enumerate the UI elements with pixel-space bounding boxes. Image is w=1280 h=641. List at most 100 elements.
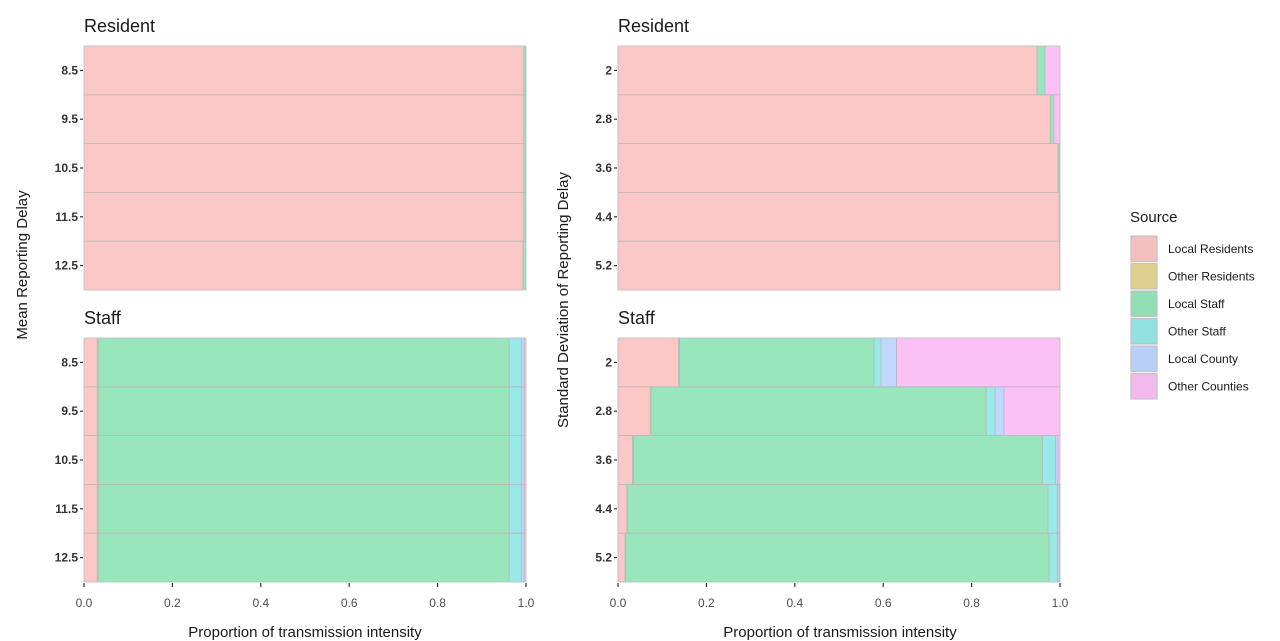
y-tick-label: 2.8 [595,404,612,418]
bar-segment-local-residents [617,94,1051,145]
bar-segment-local-staff [626,483,1049,534]
legend-label: Local Residents [1168,242,1253,256]
panel-title: Resident [618,16,689,36]
legend-title: Source [1130,209,1178,226]
y-tick-label: 5.2 [595,259,612,273]
panel-1: Resident 8.5 9.5 10.5 11.5 12.5 [55,16,527,291]
bar-segment-local-residents [83,386,98,436]
bar-segment-other-staff [1041,435,1056,485]
bar-segment-other-staff [508,532,522,583]
y-tick-label: 8.5 [61,63,78,77]
y-tick-label: 5.2 [595,551,612,565]
bar-segment-local-residents [617,337,679,388]
x-tick-label: 0.0 [610,596,627,610]
x-tick-label: 1.0 [518,596,535,610]
bar-segment-local-residents [617,435,633,485]
legend-label: Local County [1168,352,1238,366]
bar-segment-local-staff [97,435,510,485]
legend-swatch [1130,318,1158,345]
y-tick-label: 4.4 [595,210,612,224]
legend-item-other-staff: Other Staff [1130,317,1226,345]
bar-segment-other-staff [1048,532,1058,583]
left-x-axis-title: Proportion of transmission intensity [188,624,422,641]
bar-segment-local-residents [83,94,525,145]
bar-segment-local-staff [97,483,510,534]
bar-segment-local-staff [97,337,510,388]
x-tick-label: 0.8 [429,596,446,610]
bar-segment-local-staff [633,435,1043,485]
panel-title: Resident [84,16,155,36]
legend-label: Other Staff [1168,325,1226,339]
right-x-axis-title: Proportion of transmission intensity [723,624,957,641]
left-y-axis-title: Mean Reporting Delay [14,190,31,340]
bar-segment-local-county [994,386,1005,436]
legend-label: Other Residents [1168,270,1255,284]
bar-segment-other-staff [1047,483,1058,534]
legend-key-background [1130,262,1158,290]
bar-segment-other-staff [508,386,522,436]
y-tick-label: 4.4 [595,502,612,516]
panel-title: Staff [84,308,122,328]
bar-segment-local-staff [679,337,875,388]
bar-segment-local-staff [522,240,527,291]
x-tick-label: 0.6 [341,596,358,610]
y-tick-label: 9.5 [61,112,78,126]
bar-segment-local-residents [617,386,651,436]
bar-segment-local-residents [617,483,628,534]
y-tick-label: 2 [605,355,612,369]
source-legend: Source Local Residents Other Residents Loc… [1130,209,1255,400]
legend-item-other-counties: Other Counties [1130,372,1249,400]
legend-label: Other Counties [1168,380,1249,394]
y-tick-label: 10.5 [55,161,79,175]
bar-segment-local-residents [617,240,1060,291]
bar-segment-local-staff [1036,45,1046,96]
bar-segment-other-counties [1044,45,1061,96]
bar-segment-other-staff [508,337,522,388]
legend-swatch [1130,263,1158,290]
bar-segment-other-counties [523,435,527,485]
bar-segment-local-residents [83,240,524,291]
bar-segment-local-staff [97,386,510,436]
legend-item-other-residents: Other Residents [1130,262,1255,290]
y-tick-label: 3.6 [595,453,612,467]
bar-segment-other-staff [508,435,522,485]
x-tick-label: 1.0 [1052,596,1069,610]
legend-swatch [1130,345,1158,372]
bar-segment-other-counties [1058,483,1061,534]
y-tick-label: 12.5 [55,259,79,273]
bar-segment-local-staff [97,532,510,583]
y-tick-label: 11.5 [55,210,78,224]
x-tick-label: 0.8 [963,596,980,610]
panel-3: Resident 2 2.8 3.6 4.4 5.2 [595,16,1061,291]
bar-segment-local-staff [625,532,1050,583]
plot-background [84,46,526,290]
y-tick-label: 8.5 [61,355,78,369]
bar-segment-other-counties [1003,386,1061,436]
bar-segment-local-staff [523,45,527,96]
bar-segment-other-counties [1058,532,1061,583]
legend-item-local-staff: Local Staff [1130,290,1225,318]
bar-segment-other-staff [985,386,996,436]
bar-segment-local-residents [83,191,525,242]
bar-segment-local-residents [617,532,626,583]
bar-segment-other-counties [523,386,527,436]
bar-segment-other-counties [523,337,527,388]
legend-item-local-county: Local County [1130,345,1238,373]
bar-segment-local-residents [83,483,98,534]
bar-segment-other-staff [873,337,882,388]
bar-segment-local-residents [83,143,525,193]
y-tick-label: 2 [605,63,612,77]
bar-segment-other-counties [523,532,527,583]
legend-key-background [1130,317,1158,345]
x-tick-label: 0.4 [252,596,269,610]
legend-key-background [1130,345,1158,373]
bar-segment-local-staff [650,386,987,436]
chart-panels: Resident 8.5 9.5 10.5 11.5 12.5 Staff 8.5 9.5 10.… [55,16,1069,610]
bar-segment-local-residents [83,337,98,388]
legend-key-background [1130,235,1158,263]
x-tick-label: 0.6 [875,596,892,610]
bar-segment-local-staff [523,143,527,193]
bar-segment-local-residents [617,191,1060,242]
bar-segment-local-staff [1049,94,1055,145]
